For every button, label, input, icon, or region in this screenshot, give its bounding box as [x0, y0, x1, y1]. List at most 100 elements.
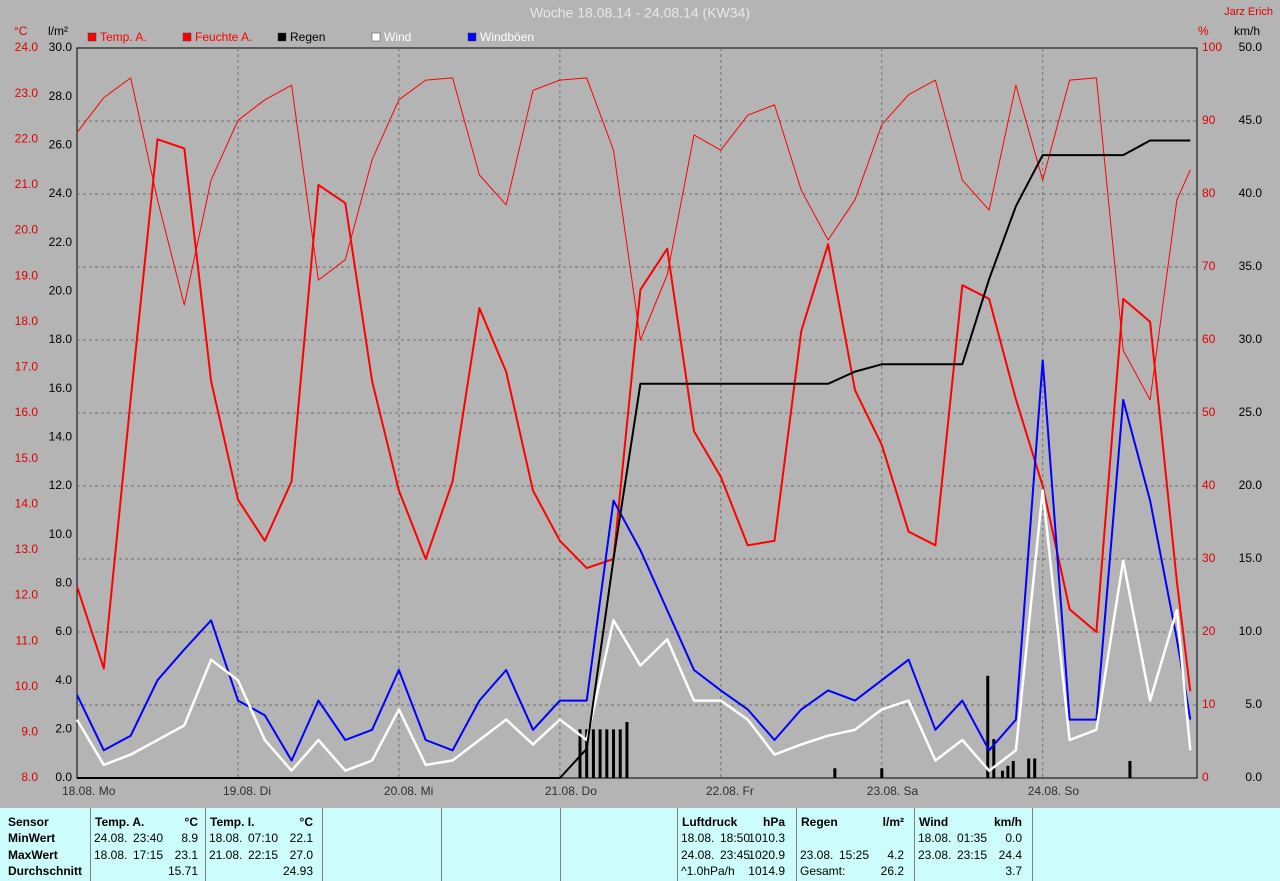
- block-title: Luftdruck: [682, 815, 738, 829]
- y2-tick-label: 50: [1202, 405, 1216, 419]
- y3-unit: l/m²: [48, 24, 68, 38]
- stat-date: 23.08.: [800, 848, 834, 862]
- y2-tick-label: 40: [1202, 478, 1216, 492]
- y3-tick-label: 28.0: [49, 89, 73, 103]
- separator: [1032, 808, 1033, 881]
- legend-label: Temp. A.: [100, 30, 147, 44]
- legend-label: Regen: [290, 30, 325, 44]
- row-label: Sensor: [8, 815, 49, 829]
- legend-label: Windböen: [480, 30, 534, 44]
- rain-bar: [591, 729, 595, 778]
- y4-tick-label: 30.0: [1239, 332, 1263, 346]
- rain-bar: [992, 739, 996, 778]
- y4-unit: km/h: [1234, 24, 1260, 38]
- block-title: Wind: [919, 815, 949, 829]
- rain-bar: [578, 729, 582, 778]
- block-unit: hPa: [762, 815, 785, 829]
- y2-tick-label: 10: [1202, 697, 1216, 711]
- legend-swatch: [467, 32, 477, 42]
- separator: [205, 808, 206, 881]
- separator: [796, 808, 797, 881]
- rain-bar: [585, 729, 589, 778]
- separator: [914, 808, 915, 881]
- legend-label: Wind: [384, 30, 411, 44]
- stat-time: 07:10: [248, 831, 279, 845]
- y-tick-label: 14.0: [15, 496, 39, 510]
- rain-bar: [986, 675, 990, 778]
- stat-date: 23.08.: [918, 848, 952, 862]
- y2-tick-label: 20: [1202, 624, 1216, 638]
- x-tick-label: 18.08. Mo: [62, 784, 116, 798]
- block-unit: l/m²: [882, 815, 904, 829]
- y-tick-label: 23.0: [15, 86, 39, 100]
- y-tick-label: 9.0: [21, 725, 38, 739]
- stat-date: 24.08.: [94, 831, 128, 845]
- y-tick-label: 15.0: [15, 451, 39, 465]
- y-tick-label: 21.0: [15, 177, 39, 191]
- series-line: [77, 139, 1191, 779]
- y4-tick-label: 15.0: [1239, 551, 1263, 565]
- x-tick-label: 22.08. Fr: [706, 784, 754, 798]
- y2-tick-label: 30: [1202, 551, 1216, 565]
- y-tick-label: 22.0: [15, 131, 39, 145]
- rain-bar: [1001, 770, 1005, 778]
- y3-tick-label: 14.0: [49, 430, 73, 444]
- rain-bar: [1033, 758, 1037, 778]
- stat-value: 1020.9: [748, 848, 785, 862]
- x-tick-label: 24.08. So: [1028, 784, 1080, 798]
- block-title: Regen: [801, 815, 838, 829]
- stats-panel: Sensor MinWert MaxWert Durchschnitt Temp. A.…: [0, 808, 1280, 881]
- stat-value: 24.93: [282, 864, 313, 878]
- stat-value: 23.1: [174, 848, 198, 862]
- series-line: [76, 138, 1192, 692]
- y2-tick-label: 100: [1202, 40, 1222, 54]
- y3-tick-label: 8.0: [55, 576, 72, 590]
- rain-bar: [1027, 758, 1031, 778]
- legend-swatch: [182, 32, 192, 42]
- stat-value: 3.7: [1005, 864, 1022, 878]
- y-tick-label: 20.0: [15, 223, 39, 237]
- y-tick-label: 8.0: [21, 770, 38, 784]
- stat-value: 22.1: [289, 831, 313, 845]
- x-tick-label: 23.08. Sa: [867, 784, 919, 798]
- y3-tick-label: 4.0: [55, 673, 72, 687]
- y3-tick-label: 0.0: [55, 770, 72, 784]
- y4-tick-label: 0.0: [1245, 770, 1262, 784]
- rain-bar: [880, 768, 884, 778]
- stat-time: 23:15: [957, 848, 988, 862]
- block-title: Temp. I.: [210, 815, 255, 829]
- author: Jarz Erich: [1224, 6, 1273, 18]
- rain-bar: [1011, 760, 1015, 778]
- y-tick-label: 24.0: [15, 40, 39, 54]
- stat-date: 24.08.: [681, 848, 715, 862]
- y4-tick-label: 20.0: [1239, 478, 1263, 492]
- stat-date: 18.08.: [209, 831, 243, 845]
- separator: [90, 808, 91, 881]
- stat-time: 22:15: [248, 848, 279, 862]
- y2-tick-label: 80: [1202, 186, 1216, 200]
- stat-value: 24.4: [998, 848, 1022, 862]
- y-tick-label: 13.0: [15, 542, 39, 556]
- y2-tick-label: 0: [1202, 770, 1209, 784]
- stat-date: 18.08.: [94, 848, 128, 862]
- x-tick-label: 20.08. Mi: [384, 784, 433, 798]
- series-line: [76, 359, 1192, 762]
- y2-tick-label: 70: [1202, 259, 1216, 273]
- stat-time: 23:45: [720, 848, 751, 862]
- chart: Woche 18.08.14 - 24.08.14 (KW34) Jarz Er…: [14, 5, 1273, 798]
- separator: [441, 808, 442, 881]
- y4-tick-label: 35.0: [1239, 259, 1263, 273]
- stat-value: 1014.9: [748, 864, 785, 878]
- stat-date: 21.08.: [209, 848, 243, 862]
- y-tick-label: 12.0: [15, 588, 39, 602]
- rain-bar: [625, 722, 629, 778]
- separator: [560, 808, 561, 881]
- stat-value: 27.0: [289, 848, 313, 862]
- block-title: Temp. A.: [95, 815, 145, 829]
- block-unit: km/h: [993, 815, 1022, 829]
- y3-tick-label: 18.0: [49, 332, 73, 346]
- y4-tick-label: 5.0: [1245, 697, 1262, 711]
- rain-bar: [598, 729, 602, 778]
- separator: [322, 808, 323, 881]
